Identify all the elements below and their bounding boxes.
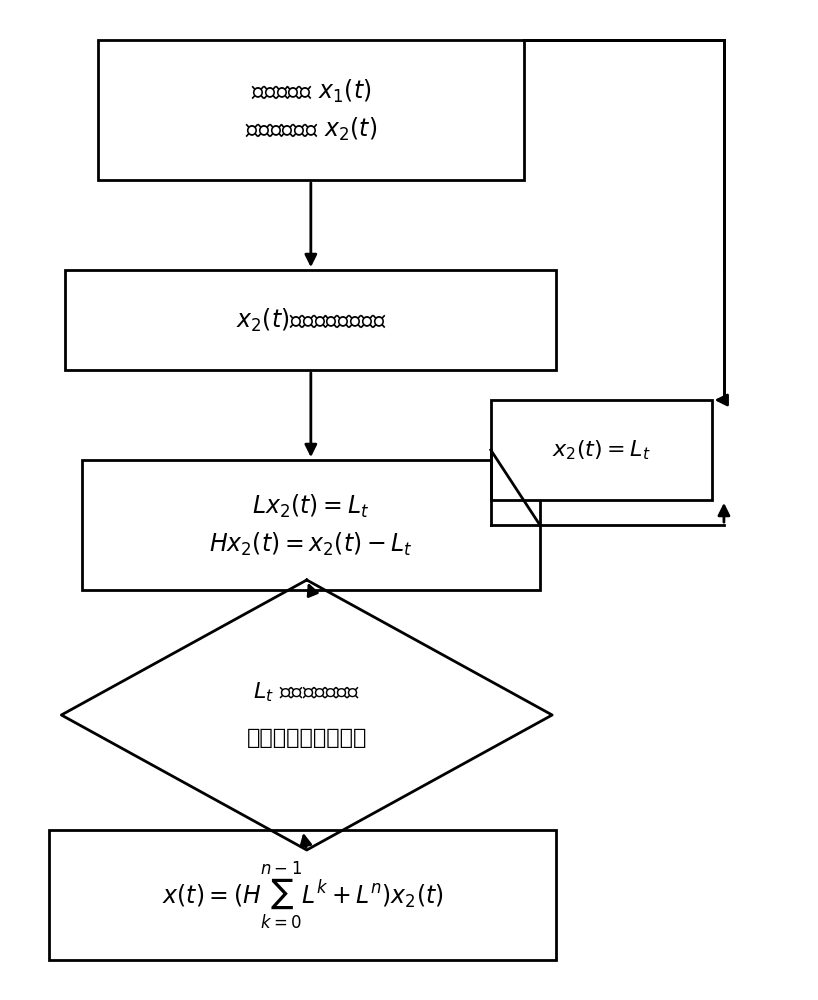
- Text: 获得极值序列 $x_2(t)$: 获得极值序列 $x_2(t)$: [245, 115, 377, 143]
- Text: 它的绝对值小于误差: 它的绝对值小于误差: [246, 728, 367, 748]
- FancyBboxPatch shape: [491, 400, 712, 500]
- FancyBboxPatch shape: [65, 270, 556, 370]
- FancyBboxPatch shape: [82, 460, 540, 590]
- Text: $x_2(t) = L_t$: $x_2(t) = L_t$: [552, 438, 650, 462]
- Text: $x_2(t)$固有时间尺度分解: $x_2(t)$固有时间尺度分解: [236, 306, 386, 334]
- Text: $Hx_2(t) = x_2(t) - L_t$: $Hx_2(t) = x_2(t) - L_t$: [209, 530, 413, 558]
- Text: $L_t$ 是单调趋势项或: $L_t$ 是单调趋势项或: [254, 681, 360, 704]
- Text: 由极值序列 $x_1(t)$: 由极值序列 $x_1(t)$: [250, 77, 371, 105]
- Text: $Lx_2(t) = L_t$: $Lx_2(t) = L_t$: [252, 492, 370, 520]
- Text: $x(t) = (H\sum_{k=0}^{n-1} L^k + L^n)x_2(t)$: $x(t) = (H\sum_{k=0}^{n-1} L^k + L^n)x_2…: [162, 859, 443, 931]
- FancyBboxPatch shape: [98, 40, 524, 180]
- Polygon shape: [61, 580, 552, 850]
- FancyBboxPatch shape: [49, 830, 556, 960]
